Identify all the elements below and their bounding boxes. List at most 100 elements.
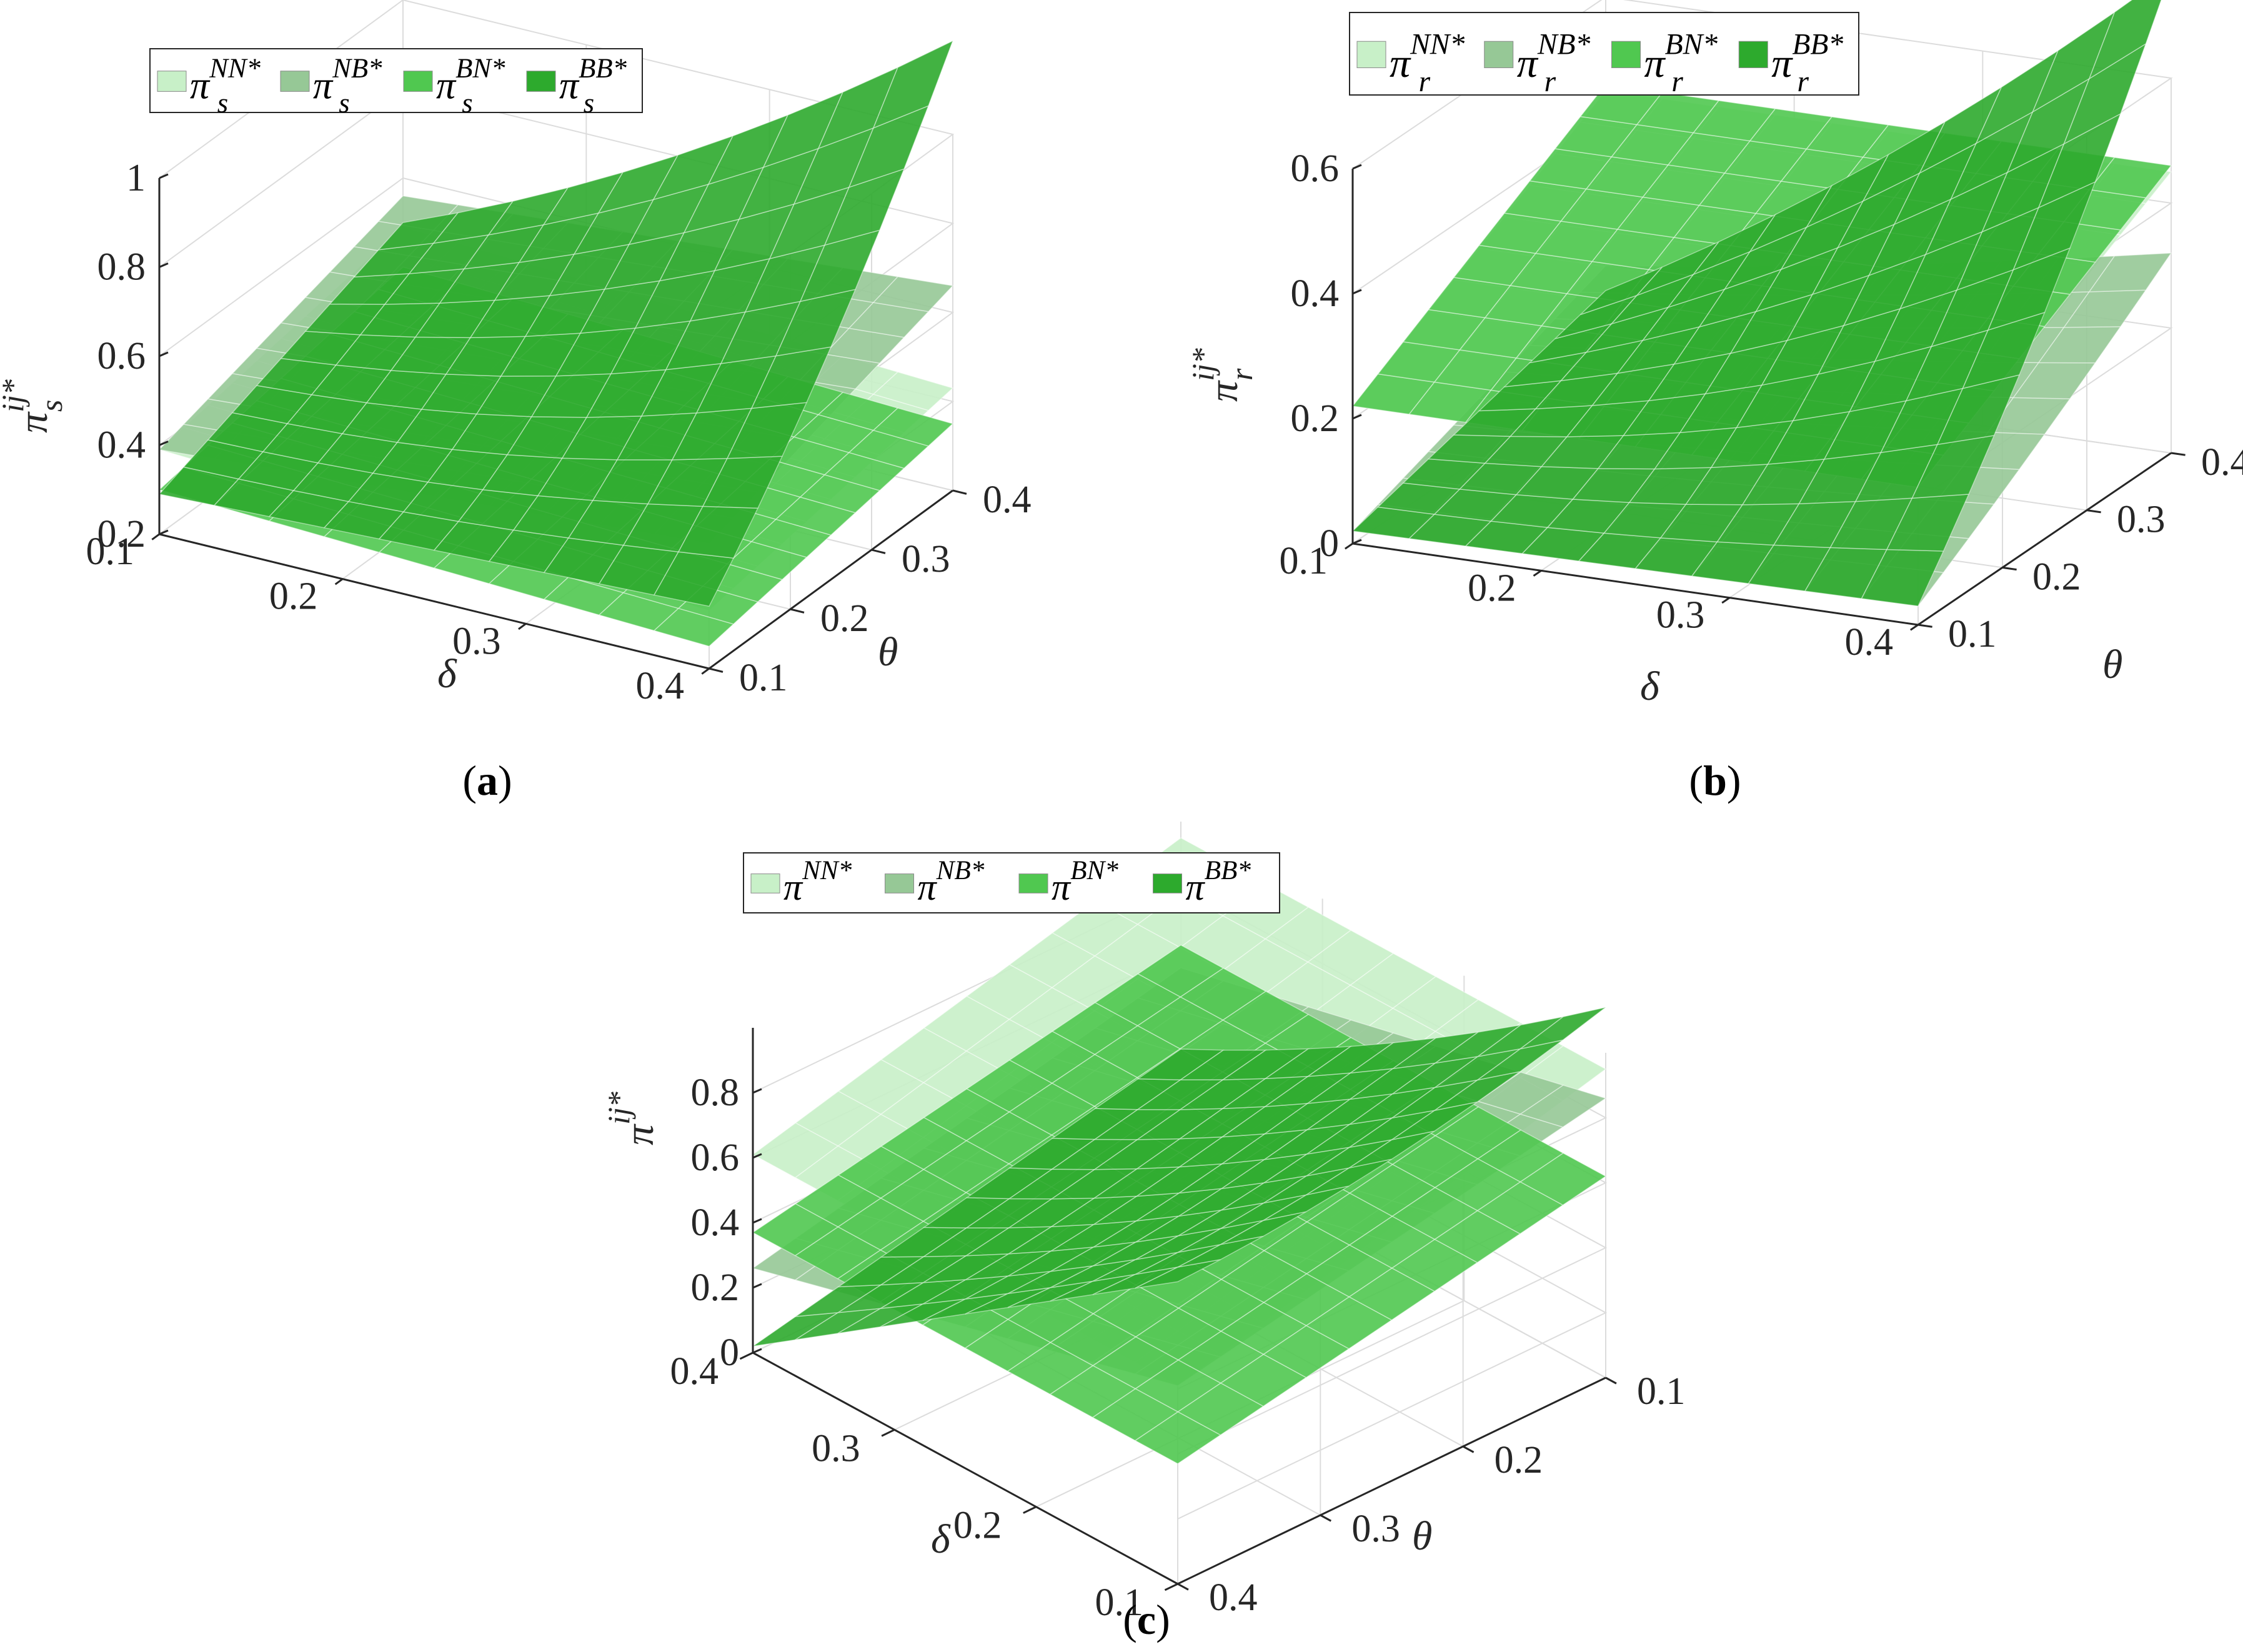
y-tick-label: 0.4 xyxy=(1209,1576,1258,1619)
legend-entry: πBN* r xyxy=(1644,29,1718,98)
y-tick-mark xyxy=(871,549,886,554)
legend-box xyxy=(1349,12,1859,96)
panel-b: 0 0.2 0.4 0.6 0.1 0.2 0.3 0.4 0.1 0.2 0.3 0.4 πNN* r… xyxy=(1185,0,2243,804)
y-axis-line xyxy=(1917,452,2172,626)
legend-swatch xyxy=(280,71,310,92)
surface-patch xyxy=(1519,1152,1607,1206)
legend-b: πNN* r πNB* r πBN* r πBB* r xyxy=(1349,12,1859,98)
svg-text:πij*: πij* xyxy=(601,1092,662,1145)
z-tick-label: 0.8 xyxy=(97,246,146,289)
z-tick-mark xyxy=(752,1283,762,1289)
legend-swatch xyxy=(1018,873,1048,893)
z-tick-mark xyxy=(752,1088,762,1094)
y-tick-mark xyxy=(1605,1376,1617,1385)
y-tick-mark xyxy=(1462,1445,1475,1453)
y-tick-label: 0.4 xyxy=(983,479,1032,521)
surface-patch xyxy=(872,407,954,447)
y-tick-mark xyxy=(2171,452,2186,456)
x-tick-label: 0.4 xyxy=(670,1350,719,1393)
x-tick-mark xyxy=(518,623,527,630)
surface-bb-a xyxy=(158,39,954,607)
caption-a: (a) xyxy=(462,757,512,804)
panel-c: 0 0.2 0.4 0.6 0.8 0.4 0.3 0.2 0.1 0.4 0.3 0.2 0.1 πN… xyxy=(601,822,1686,1643)
z-tick-label: 0.6 xyxy=(1291,147,1340,190)
x-tick-mark xyxy=(1910,624,1919,631)
y-axis-label-b: θ xyxy=(2102,642,2122,687)
legend-entry: πBB* r xyxy=(1771,29,1843,98)
y-tick-label: 0.2 xyxy=(1495,1439,1543,1481)
z-tick-label: 0.4 xyxy=(1291,272,1340,315)
y-tick-label: 0.2 xyxy=(2032,555,2081,598)
legend-swatch xyxy=(885,873,914,893)
z-tick-mark xyxy=(752,1153,762,1159)
y-tick-label: 0.3 xyxy=(1351,1508,1400,1550)
legend-swatch xyxy=(750,873,780,893)
legend-entry: πNN* xyxy=(783,856,852,908)
x-tick-mark xyxy=(1164,1583,1178,1591)
surfaces-b xyxy=(1351,0,2172,607)
y-axis-label-a: θ xyxy=(878,629,898,675)
x-tick-mark xyxy=(334,578,344,585)
legend-swatch xyxy=(157,71,187,92)
x-tick-label: 0.2 xyxy=(1468,567,1516,609)
y-tick-label: 0.1 xyxy=(1948,613,1997,655)
wall-grid-line xyxy=(159,177,404,357)
z-tick-mark xyxy=(752,1218,762,1224)
y-tick-mark xyxy=(1177,1583,1189,1591)
z-tick-label: 0.6 xyxy=(97,335,146,377)
legend-a: πNN* s πNB* s πBN* s πBB* s xyxy=(149,48,643,118)
surface-patch xyxy=(1520,1007,1606,1050)
x-tick-mark xyxy=(1345,542,1353,550)
legend-box xyxy=(149,48,643,113)
z-tick-mark xyxy=(159,440,169,446)
x-tick-mark xyxy=(1533,570,1542,577)
z-tick-mark xyxy=(159,173,169,179)
x-axis-line xyxy=(1352,542,1919,626)
y-tick-mark xyxy=(2086,509,2101,514)
legend-entry: πNB* s xyxy=(313,52,382,118)
z-tick-label: 0.6 xyxy=(691,1137,740,1179)
z-axis-label-c: πij* xyxy=(601,1092,662,1145)
legend-swatch xyxy=(1484,41,1514,68)
legend-entry: πNB* r xyxy=(1517,29,1591,98)
legend-swatch xyxy=(403,71,433,92)
y-tick-label: 0.2 xyxy=(820,597,869,640)
z-tick-mark xyxy=(1352,414,1362,420)
legend-swatch xyxy=(1738,41,1768,68)
y-tick-label: 0.3 xyxy=(2117,499,2166,541)
y-tick-mark xyxy=(952,489,967,495)
caption-b: (b) xyxy=(1689,757,1741,804)
x-tick-label: 0.3 xyxy=(812,1427,860,1470)
x-tick-label: 0.4 xyxy=(636,665,685,707)
svg-text:πij*s: πij* s xyxy=(0,379,69,433)
surface-patch xyxy=(872,276,954,312)
wall-grid-line xyxy=(159,88,404,268)
y-axis-line xyxy=(1177,1376,1606,1585)
legend-c: πNN* πNB* πBN* πBB* xyxy=(743,852,1280,913)
x-tick-label: 0.1 xyxy=(1280,540,1328,582)
y-tick-label: 0.1 xyxy=(1637,1370,1686,1413)
y-tick-label: 0.4 xyxy=(2201,441,2243,484)
z-tick-mark xyxy=(159,262,169,268)
x-tick-label: 0.1 xyxy=(86,530,135,573)
surface-patch xyxy=(872,371,954,411)
z-tick-label: 0 xyxy=(1320,522,1339,565)
x-tick-label: 0.4 xyxy=(1845,621,1894,664)
x-axis-label-c: δ xyxy=(931,1516,951,1562)
z-axis-label-b: πij* r xyxy=(1185,348,1259,402)
y-tick-mark xyxy=(709,667,724,673)
x-axis-label-b: δ xyxy=(1640,664,1660,709)
x-tick-mark xyxy=(881,1428,895,1437)
z-axis-label-a: πij* s xyxy=(0,379,69,433)
x-tick-label: 0.1 xyxy=(1095,1581,1144,1624)
z-tick-mark xyxy=(1352,539,1362,545)
legend-entry: πBB* s xyxy=(559,52,627,118)
surface-patch xyxy=(872,39,954,129)
y-axis-label-c: θ xyxy=(1412,1513,1432,1559)
surface-patch xyxy=(1519,1085,1607,1128)
legend-entry: πBB* xyxy=(1186,856,1251,908)
legend-swatch xyxy=(1611,41,1641,68)
x-tick-mark xyxy=(151,533,160,540)
y-tick-label: 0.1 xyxy=(739,657,788,699)
